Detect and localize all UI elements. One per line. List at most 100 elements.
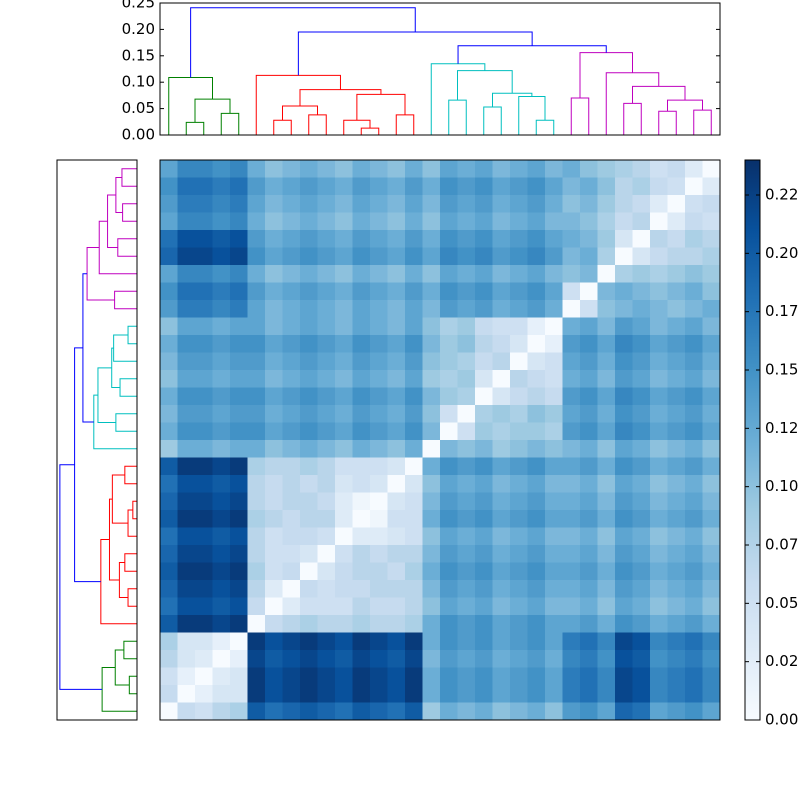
heatmap-cell: [300, 387, 318, 406]
heatmap-cell: [405, 160, 423, 178]
heatmap-cell: [317, 597, 336, 616]
heatmap-cell: [492, 230, 511, 248]
heatmap-cell: [247, 667, 266, 686]
heatmap-cell: [422, 282, 441, 301]
heatmap-cell: [492, 160, 511, 178]
heatmap-cell: [667, 335, 686, 353]
heatmap-cell: [667, 160, 686, 178]
heatmap-cell: [370, 492, 388, 511]
heatmap-cell: [317, 247, 336, 266]
heatmap: [160, 160, 721, 721]
heatmap-cell: [580, 195, 598, 213]
heatmap-cell: [387, 440, 406, 458]
heatmap-cell: [702, 212, 721, 231]
heatmap-cell: [300, 545, 318, 563]
heatmap-cell: [492, 667, 511, 686]
top-dendrogram-link: [605, 72, 660, 135]
heatmap-cell: [352, 667, 371, 686]
heatmap-cell: [247, 475, 266, 493]
heatmap-cell: [317, 475, 336, 493]
heatmap-cell: [632, 527, 651, 546]
heatmap-cell: [212, 475, 231, 493]
heatmap-cell: [160, 247, 178, 266]
heatmap-cell: [650, 632, 668, 651]
heatmap-cell: [352, 230, 371, 248]
heatmap-cell: [475, 440, 493, 458]
heatmap-cell: [387, 667, 406, 686]
heatmap-cell: [300, 352, 318, 371]
heatmap-cell: [282, 440, 301, 458]
heatmap-cell: [422, 230, 441, 248]
heatmap-cell: [527, 615, 546, 633]
heatmap-cell: [300, 510, 318, 528]
heatmap-cell: [615, 177, 633, 196]
y-tick-label: 0.05: [122, 99, 155, 117]
heatmap-cell: [702, 265, 721, 283]
heatmap-cell: [422, 510, 441, 528]
heatmap-cell: [195, 405, 213, 423]
heatmap-cell: [405, 562, 423, 581]
left-dendrogram-link: [132, 500, 137, 520]
heatmap-cell: [317, 160, 336, 178]
heatmap-cell: [492, 335, 511, 353]
heatmap-cell: [370, 370, 388, 388]
heatmap-cell: [702, 545, 721, 563]
heatmap-cell: [422, 317, 441, 336]
heatmap-cell: [282, 317, 301, 336]
heatmap-cell: [457, 230, 476, 248]
heatmap-cell: [405, 177, 423, 196]
heatmap-cell: [282, 650, 301, 668]
heatmap-cell: [352, 702, 371, 721]
heatmap-cell: [212, 370, 231, 388]
heatmap-cell: [177, 562, 196, 581]
heatmap-cell: [510, 177, 528, 196]
heatmap-cell: [387, 597, 406, 616]
heatmap-cell: [370, 685, 388, 703]
heatmap-cell: [580, 650, 598, 668]
heatmap-cell: [195, 230, 213, 248]
left-dendrogram-link: [124, 465, 137, 485]
heatmap-cell: [265, 492, 283, 511]
heatmap-cell: [580, 457, 598, 476]
heatmap-cell: [457, 685, 476, 703]
heatmap-cell: [387, 562, 406, 581]
heatmap-cell: [300, 300, 318, 318]
heatmap-cell: [265, 317, 283, 336]
heatmap-cell: [282, 527, 301, 546]
heatmap-cell: [300, 457, 318, 476]
heatmap-cell: [335, 615, 353, 633]
heatmap-cell: [580, 282, 598, 301]
heatmap-cell: [492, 632, 511, 651]
heatmap-cell: [667, 405, 686, 423]
heatmap-cell: [440, 457, 458, 476]
heatmap-cell: [685, 160, 703, 178]
heatmap-cell: [510, 702, 528, 721]
heatmap-cell: [300, 475, 318, 493]
heatmap-cell: [457, 457, 476, 476]
heatmap-cell: [457, 335, 476, 353]
heatmap-cell: [440, 230, 458, 248]
heatmap-cell: [370, 440, 388, 458]
heatmap-cell: [580, 230, 598, 248]
heatmap-cell: [580, 667, 598, 686]
heatmap-cell: [335, 247, 353, 266]
heatmap-cell: [685, 510, 703, 528]
heatmap-cell: [685, 440, 703, 458]
heatmap-cell: [405, 510, 423, 528]
heatmap-cell: [562, 387, 581, 406]
heatmap-cell: [177, 370, 196, 388]
heatmap-cell: [405, 422, 423, 441]
heatmap-cell: [650, 650, 668, 668]
heatmap-cell: [247, 545, 266, 563]
heatmap-cell: [527, 335, 546, 353]
heatmap-cell: [160, 650, 178, 668]
heatmap-cell: [230, 247, 248, 266]
heatmap-cell: [422, 702, 441, 721]
heatmap-cell: [580, 527, 598, 546]
heatmap-cell: [632, 370, 651, 388]
heatmap-cell: [422, 352, 441, 371]
heatmap-cell: [230, 230, 248, 248]
heatmap-cell: [300, 265, 318, 283]
heatmap-cell: [545, 667, 563, 686]
